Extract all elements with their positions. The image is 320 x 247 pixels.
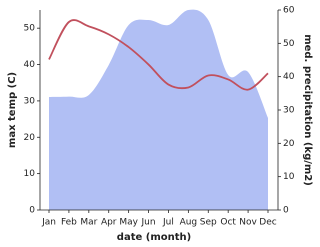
- x-tick-label: Dec: [259, 218, 276, 228]
- y-tick-label: 20: [24, 133, 36, 143]
- y-tick-label: 30: [24, 96, 36, 106]
- y2-tick-label: 40: [283, 72, 295, 82]
- x-tick-label: Sep: [200, 218, 217, 228]
- y2-tick-label: 50: [283, 39, 295, 49]
- y-tick-label: 40: [24, 60, 36, 70]
- x-tick-label: Nov: [239, 218, 257, 228]
- y2-tick-label: 10: [283, 172, 295, 182]
- y2-tick-label: 30: [283, 106, 295, 116]
- y2-tick-label: 60: [283, 6, 295, 16]
- y2-tick-label: 0: [283, 206, 289, 216]
- x-tick-label: Feb: [61, 218, 77, 228]
- y2-tick-label: 20: [283, 139, 295, 149]
- x-tick-label: Jul: [162, 218, 174, 228]
- x-tick-label: Aug: [180, 218, 198, 228]
- precipitation-area: [49, 9, 268, 211]
- temperature-line: [48, 19, 269, 91]
- y-tick-label: 0: [29, 206, 35, 216]
- x-tick-label: May: [119, 218, 138, 228]
- x-tick-label: Jun: [141, 218, 156, 228]
- x-axis-label: date (month): [117, 232, 191, 243]
- x-tick-label: Apr: [101, 218, 117, 228]
- x-tick-label: Mar: [80, 218, 97, 228]
- x-tick-label: Jan: [41, 218, 56, 228]
- x-tick-label: Oct: [220, 218, 236, 228]
- y-tick-label: 50: [24, 24, 36, 34]
- y-tick-label: 10: [24, 169, 36, 179]
- y2-axis-label: med. precipitation (kg/m2): [302, 34, 313, 186]
- y-axis-label: max temp (C): [7, 72, 18, 148]
